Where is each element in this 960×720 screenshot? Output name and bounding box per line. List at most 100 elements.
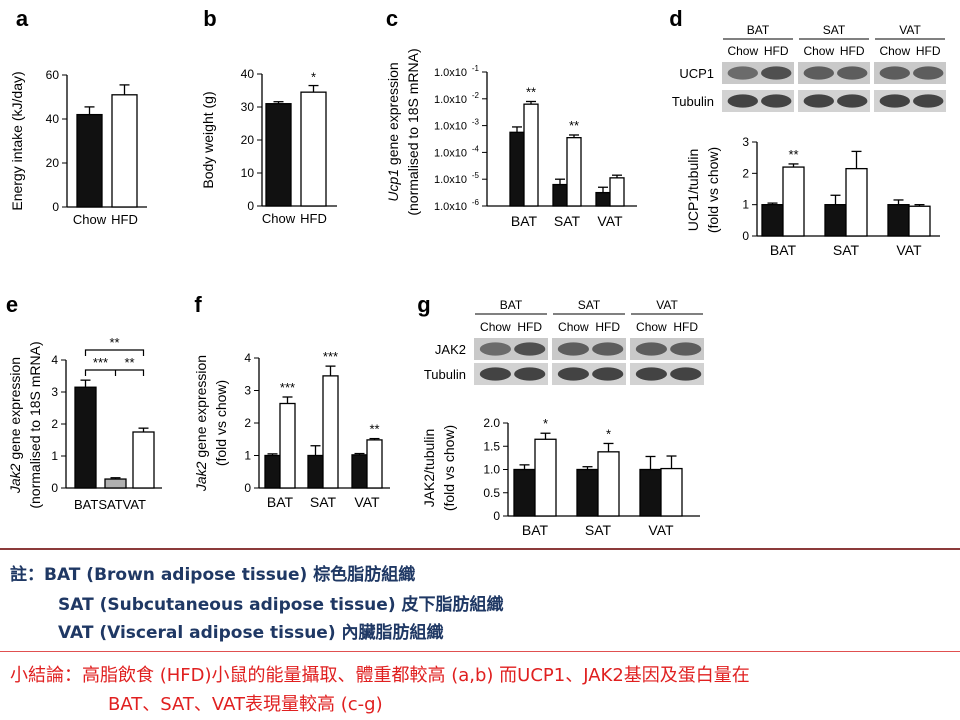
blot-tissue-label-d: BAT <box>747 23 770 37</box>
x-tick-label-c: VAT <box>597 213 623 229</box>
panel-label-g: g <box>417 292 430 317</box>
y-tick-label-a: 40 <box>46 112 60 126</box>
y-tick-label-c: 1.0x10 <box>434 201 467 213</box>
blot-lane-label-g: HFD <box>673 320 698 334</box>
blot-band <box>913 94 944 108</box>
blot-lane-label-d: HFD <box>764 44 789 58</box>
y-tick-exponent-c: -2 <box>472 91 480 100</box>
bar-f-bat-chow <box>264 454 281 489</box>
blot-lane-label-d: Chow <box>803 44 834 58</box>
bracket-significance-e: ** <box>124 355 134 370</box>
y-tick-label-c: 1.0x10 <box>434 67 467 79</box>
blot-band <box>913 66 944 80</box>
y-tick-label-g: 0.5 <box>483 486 500 500</box>
blot-tissue-label-d: VAT <box>899 23 921 37</box>
note-vat: VAT (Visceral adipose tissue) 內臟脂肪組織 <box>58 623 444 643</box>
y-tick-label-g: 1.0 <box>483 463 500 477</box>
x-tick-labels-e: BATSATVAT <box>74 497 146 512</box>
bar-f-vat-hfd <box>366 439 383 489</box>
blot-band <box>727 94 758 108</box>
blot-band <box>479 367 511 381</box>
y-tick-label-a: 20 <box>46 156 60 170</box>
bracket-bat-vat <box>84 349 145 356</box>
bar-g-sat-chow <box>576 468 599 517</box>
blot-band <box>635 367 668 381</box>
blot-tissue-label-g: SAT <box>578 298 601 312</box>
y-tick-label-e: 2 <box>51 417 58 431</box>
x-tick-label-c: BAT <box>511 213 538 229</box>
bracket-lower <box>84 369 145 376</box>
y-tick-exponent-c: -3 <box>472 118 480 127</box>
bar-b-chow <box>265 103 292 207</box>
bracket-significance-e: ** <box>109 335 119 350</box>
x-tick-label-f: SAT <box>310 494 337 510</box>
y-tick-label-e: 0 <box>51 481 58 495</box>
y-tick-label-c: 1.0x10 <box>434 94 467 106</box>
blot-tissue-label-g: VAT <box>656 298 678 312</box>
panel-label-e: e <box>6 292 18 317</box>
x-tick-label-a: HFD <box>111 212 138 227</box>
y-tick-exponent-c: -4 <box>472 144 480 153</box>
bar-b-hfd <box>300 91 327 207</box>
significance-f: ** <box>369 422 379 437</box>
blot-lane-label-d: HFD <box>840 44 865 58</box>
bar-a-hfd <box>111 94 138 208</box>
conclusion-line-1: 小結論：高脂飲食 (HFD)小鼠的能量攝取、體重都較高 (a,b) 而UCP1、… <box>10 665 750 686</box>
x-tick-label-b: Chow <box>262 211 296 226</box>
y-tick-label-f: 1 <box>244 449 251 463</box>
blot-band <box>514 342 546 356</box>
y-tick-label-f: 3 <box>244 384 251 398</box>
y-tick-label-f: 4 <box>244 351 251 365</box>
y-axis-label-e: Jak2 gene expression <box>7 357 23 494</box>
bar-c-bat-chow <box>509 131 525 207</box>
blot-band <box>837 94 868 108</box>
significance-g: * <box>543 416 548 431</box>
blot-lane-label-d: Chow <box>727 44 758 58</box>
y-tick-label-d: 3 <box>742 135 749 149</box>
x-tick-label-f: BAT <box>267 494 294 510</box>
significance-f: *** <box>323 349 338 364</box>
y-tick-label-e: 3 <box>51 385 58 399</box>
blot-band <box>803 66 834 80</box>
significance-b: * <box>311 70 316 85</box>
bar-f-vat-chow <box>351 454 368 489</box>
bar-c-vat-hfd <box>609 177 625 207</box>
significance-c: ** <box>569 118 579 133</box>
y-tick-label-b: 20 <box>241 133 255 147</box>
bar-e-bat <box>74 386 97 489</box>
bar-d-bat-hfd <box>782 166 805 237</box>
blot-lane-label-d: Chow <box>879 44 910 58</box>
y-axis-label-d-2: (fold vs chow) <box>705 147 721 233</box>
y-tick-label-f: 2 <box>244 416 251 430</box>
panel-label-a: a <box>16 6 29 31</box>
panel-label-b: b <box>203 6 216 31</box>
significance-g: * <box>606 426 611 441</box>
bar-e-sat <box>104 478 127 489</box>
blot-lane-label-g: HFD <box>595 320 620 334</box>
y-tick-exponent-c: -5 <box>472 171 480 180</box>
y-tick-label-d: 1 <box>742 198 749 212</box>
x-tick-label-g: VAT <box>648 522 674 538</box>
significance-d: ** <box>788 147 798 162</box>
y-tick-label-a: 60 <box>46 68 60 82</box>
bar-d-bat-chow <box>761 204 784 237</box>
bar-d-sat-chow <box>824 204 847 237</box>
blot-band <box>479 342 511 356</box>
x-tick-label-c: SAT <box>554 213 581 229</box>
x-tick-label-d: BAT <box>770 242 797 258</box>
y-tick-label-a: 0 <box>52 200 59 214</box>
y-axis-label-b: Body weight (g) <box>200 91 216 188</box>
bar-a-chow <box>76 113 103 208</box>
y-axis-label-f: Jak2 gene expression <box>193 355 209 492</box>
x-tick-label-a: Chow <box>73 212 107 227</box>
bar-c-vat-chow <box>595 191 611 207</box>
y-tick-label-b: 10 <box>241 166 255 180</box>
blot-lane-label-g: Chow <box>480 320 511 334</box>
note-bat: 註：BAT (Brown adipose tissue) 棕色脂肪組織 <box>10 565 416 585</box>
bar-f-sat-chow <box>307 454 324 489</box>
x-tick-label-g: SAT <box>585 522 612 538</box>
bar-c-sat-hfd <box>566 137 582 207</box>
panel-label-d: d <box>669 6 682 31</box>
y-axis-label-d: UCP1/tubulin <box>685 149 701 232</box>
